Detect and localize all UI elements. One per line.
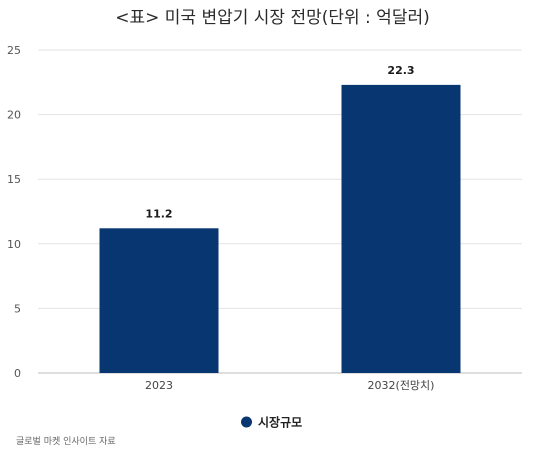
legend: 시장규모 (241, 416, 302, 430)
x-tick-label: 2023 (145, 379, 173, 392)
chart-title: <표> 미국 변압기 시장 전망(단위 : 억달러) (115, 8, 430, 28)
data-label: 22.3 (387, 64, 414, 77)
bar (341, 84, 461, 373)
y-tick-label: 0 (14, 367, 21, 380)
x-axis-tick-labels: 2023 2032(전망치) (145, 379, 434, 392)
data-label: 11.2 (145, 207, 172, 220)
y-tick-label: 15 (7, 173, 21, 186)
source-note: 글로벌 마켓 인사이트 자료 (16, 436, 116, 447)
legend-marker (241, 416, 252, 428)
bars: 11.2 22.3 (99, 64, 461, 373)
y-tick-label: 5 (14, 302, 21, 315)
y-tick-label: 10 (7, 238, 21, 251)
legend-label: 시장규모 (258, 416, 302, 430)
y-tick-label: 25 (7, 44, 21, 57)
y-axis-tick-labels: 0 5 10 15 20 25 (7, 44, 21, 380)
bar (99, 228, 219, 373)
y-tick-label: 20 (7, 109, 21, 122)
x-tick-label: 2032(전망치) (368, 379, 435, 392)
